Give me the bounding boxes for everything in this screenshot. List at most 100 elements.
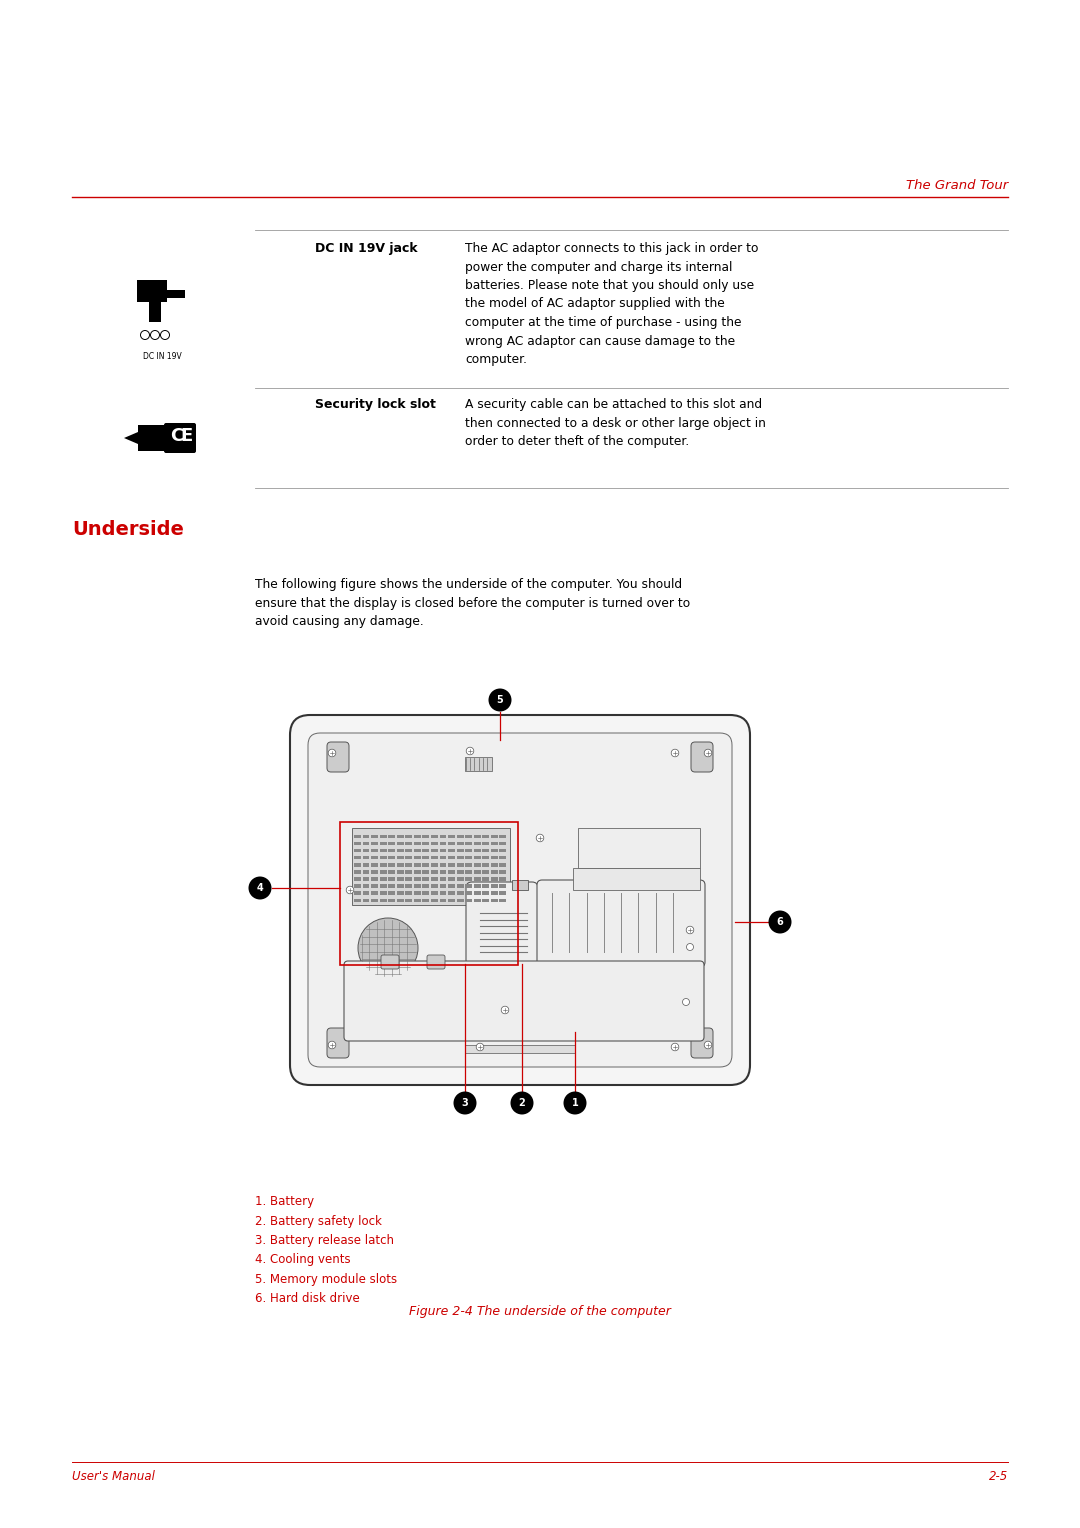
Bar [465, 756, 492, 772]
Bar [499, 848, 507, 853]
Text: 2-5: 2-5 [989, 1470, 1008, 1484]
Bar [405, 877, 413, 880]
Text: 6. Hard disk drive: 6. Hard disk drive [255, 1293, 360, 1305]
Bar [440, 877, 446, 880]
Circle shape [687, 943, 693, 950]
Bar [388, 863, 395, 866]
Bar [396, 869, 404, 874]
Bar [405, 848, 413, 853]
Bar [388, 848, 395, 853]
Bar [363, 856, 369, 859]
Bar [354, 877, 361, 880]
Circle shape [150, 330, 160, 339]
Circle shape [488, 689, 512, 712]
Bar [483, 898, 489, 902]
Bar [448, 842, 455, 845]
Bar [457, 877, 463, 880]
Bar [138, 425, 166, 451]
Bar [491, 848, 498, 853]
Text: The Grand Tour: The Grand Tour [906, 179, 1008, 193]
Bar [372, 842, 378, 845]
Bar [483, 856, 489, 859]
Bar [380, 834, 387, 837]
Bar [499, 834, 507, 837]
Bar [354, 848, 361, 853]
Bar [440, 848, 446, 853]
Bar [396, 834, 404, 837]
Bar [465, 885, 472, 888]
Bar [422, 842, 429, 845]
Bar [499, 856, 507, 859]
Bar [431, 891, 437, 895]
Text: 2: 2 [518, 1099, 525, 1108]
Text: User's Manual: User's Manual [72, 1470, 154, 1484]
Bar [499, 877, 507, 880]
Bar [422, 885, 429, 888]
Bar [465, 869, 472, 874]
Bar [405, 898, 413, 902]
Bar [405, 885, 413, 888]
Bar [431, 842, 437, 845]
Bar [440, 834, 446, 837]
Bar [396, 877, 404, 880]
Bar [465, 898, 472, 902]
Bar [352, 828, 510, 905]
Circle shape [704, 749, 712, 756]
Bar [457, 834, 463, 837]
Bar [388, 856, 395, 859]
Bar [474, 848, 481, 853]
Bar [457, 863, 463, 866]
Bar [388, 877, 395, 880]
Bar [474, 898, 481, 902]
Bar [405, 869, 413, 874]
Bar [363, 869, 369, 874]
Text: 2. Battery safety lock: 2. Battery safety lock [255, 1215, 382, 1227]
Bar [465, 842, 472, 845]
Text: A security cable can be attached to this slot and
then connected to a desk or ot: A security cable can be attached to this… [465, 397, 766, 448]
Text: 1. Battery: 1. Battery [255, 1195, 314, 1209]
Bar [380, 891, 387, 895]
Bar [372, 877, 378, 880]
Bar [457, 885, 463, 888]
Bar [354, 898, 361, 902]
Text: Underside: Underside [72, 520, 184, 539]
Text: 5. Memory module slots: 5. Memory module slots [255, 1273, 397, 1287]
Bar [380, 885, 387, 888]
Bar [372, 885, 378, 888]
Bar [431, 898, 437, 902]
Bar [499, 869, 507, 874]
Bar [414, 856, 421, 859]
Circle shape [704, 1041, 712, 1048]
Bar [474, 834, 481, 837]
Bar [363, 891, 369, 895]
Bar [422, 891, 429, 895]
Circle shape [161, 330, 170, 339]
Bar [483, 877, 489, 880]
Bar [414, 863, 421, 866]
Bar [457, 842, 463, 845]
Bar [405, 891, 413, 895]
Text: Figure 2-4 The underside of the computer: Figure 2-4 The underside of the computer [409, 1305, 671, 1319]
FancyBboxPatch shape [427, 955, 445, 969]
Text: 3: 3 [461, 1099, 469, 1108]
Bar [483, 885, 489, 888]
FancyBboxPatch shape [691, 743, 713, 772]
Bar [354, 869, 361, 874]
Bar [483, 869, 489, 874]
Bar [422, 856, 429, 859]
Bar [474, 869, 481, 874]
Bar [483, 834, 489, 837]
Circle shape [769, 911, 792, 934]
Bar [363, 848, 369, 853]
Bar [380, 877, 387, 880]
Bar [465, 863, 472, 866]
Bar [354, 885, 361, 888]
Bar [483, 848, 489, 853]
Bar [372, 856, 378, 859]
Bar [457, 891, 463, 895]
Bar [491, 891, 498, 895]
Bar [499, 891, 507, 895]
Bar [448, 869, 455, 874]
Bar [448, 885, 455, 888]
FancyBboxPatch shape [691, 1028, 713, 1057]
